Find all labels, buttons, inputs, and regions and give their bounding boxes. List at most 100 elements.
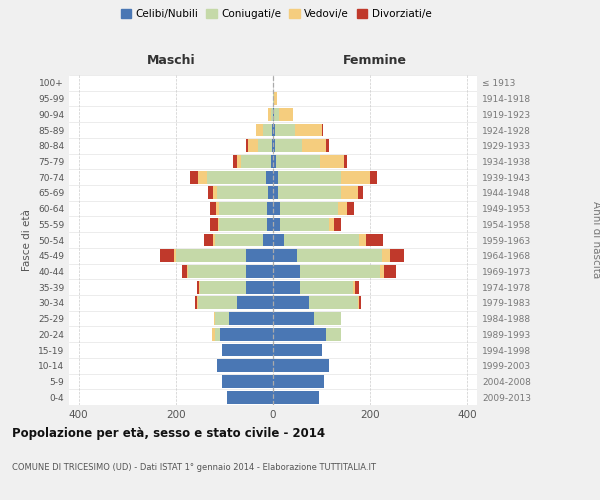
Bar bbox=[359, 234, 366, 246]
Bar bbox=[218, 202, 267, 215]
Bar bbox=[188, 265, 246, 278]
Bar bbox=[263, 234, 273, 246]
Bar bbox=[208, 186, 213, 200]
Bar bbox=[222, 375, 273, 388]
Bar bbox=[215, 312, 229, 325]
Bar bbox=[211, 218, 218, 230]
Bar bbox=[199, 280, 200, 293]
Bar bbox=[300, 280, 353, 293]
Bar bbox=[275, 124, 295, 136]
Bar bbox=[326, 140, 329, 152]
Bar bbox=[274, 108, 279, 120]
Bar bbox=[355, 280, 359, 293]
Bar bbox=[280, 202, 338, 215]
Bar bbox=[198, 296, 236, 310]
Bar bbox=[273, 360, 329, 372]
Bar bbox=[268, 108, 271, 120]
Text: Popolazione per età, sesso e stato civile - 2014: Popolazione per età, sesso e stato civil… bbox=[12, 428, 325, 440]
Bar bbox=[203, 234, 213, 246]
Bar bbox=[273, 234, 284, 246]
Bar bbox=[233, 155, 236, 168]
Bar bbox=[273, 140, 275, 152]
Legend: Celibi/Nubili, Coniugati/e, Vedovi/e, Divorziati/e: Celibi/Nubili, Coniugati/e, Vedovi/e, Di… bbox=[116, 5, 436, 24]
Bar bbox=[273, 328, 326, 340]
Bar bbox=[341, 170, 370, 183]
Bar bbox=[273, 390, 319, 404]
Bar bbox=[266, 218, 273, 230]
Bar bbox=[366, 234, 383, 246]
Bar bbox=[220, 328, 273, 340]
Bar bbox=[273, 155, 277, 168]
Bar bbox=[211, 202, 216, 215]
Bar bbox=[310, 296, 358, 310]
Bar bbox=[273, 312, 314, 325]
Bar bbox=[273, 296, 310, 310]
Bar bbox=[268, 186, 273, 200]
Bar bbox=[353, 280, 355, 293]
Bar bbox=[344, 155, 347, 168]
Text: Femmine: Femmine bbox=[343, 54, 407, 68]
Bar bbox=[217, 360, 273, 372]
Bar bbox=[187, 265, 188, 278]
Bar bbox=[384, 265, 396, 278]
Bar bbox=[215, 234, 263, 246]
Bar bbox=[329, 218, 334, 230]
Bar bbox=[277, 155, 320, 168]
Bar bbox=[295, 124, 322, 136]
Bar bbox=[297, 250, 382, 262]
Bar bbox=[236, 296, 273, 310]
Bar bbox=[338, 202, 347, 215]
Bar bbox=[271, 108, 272, 120]
Y-axis label: Anni di nascita: Anni di nascita bbox=[590, 202, 600, 278]
Bar bbox=[275, 140, 302, 152]
Bar bbox=[272, 140, 273, 152]
Bar bbox=[273, 265, 300, 278]
Bar bbox=[300, 265, 380, 278]
Bar bbox=[272, 124, 273, 136]
Bar bbox=[213, 234, 215, 246]
Bar bbox=[347, 202, 354, 215]
Bar bbox=[236, 155, 241, 168]
Bar bbox=[256, 124, 263, 136]
Bar bbox=[341, 186, 358, 200]
Bar bbox=[246, 280, 273, 293]
Bar bbox=[358, 296, 359, 310]
Bar bbox=[246, 265, 273, 278]
Bar bbox=[216, 202, 218, 215]
Bar bbox=[389, 250, 404, 262]
Bar bbox=[212, 328, 215, 340]
Bar bbox=[222, 344, 273, 356]
Bar bbox=[273, 108, 274, 120]
Bar bbox=[273, 186, 278, 200]
Bar bbox=[280, 218, 329, 230]
Bar bbox=[200, 280, 246, 293]
Bar bbox=[198, 170, 208, 183]
Text: Maschi: Maschi bbox=[146, 54, 196, 68]
Bar bbox=[273, 280, 300, 293]
Bar bbox=[190, 170, 198, 183]
Bar bbox=[274, 92, 277, 105]
Bar bbox=[246, 140, 248, 152]
Bar bbox=[302, 140, 326, 152]
Bar bbox=[208, 170, 266, 183]
Bar bbox=[326, 328, 341, 340]
Bar bbox=[218, 218, 219, 230]
Bar bbox=[213, 186, 217, 200]
Bar bbox=[279, 108, 293, 120]
Bar bbox=[382, 250, 389, 262]
Bar bbox=[380, 265, 384, 278]
Bar bbox=[273, 124, 275, 136]
Bar bbox=[273, 170, 278, 183]
Bar bbox=[284, 234, 359, 246]
Bar bbox=[273, 375, 324, 388]
Bar bbox=[278, 170, 341, 183]
Bar bbox=[258, 140, 272, 152]
Bar bbox=[359, 296, 361, 310]
Bar bbox=[182, 265, 187, 278]
Bar bbox=[175, 250, 176, 262]
Bar bbox=[370, 170, 377, 183]
Bar bbox=[273, 344, 322, 356]
Bar bbox=[322, 124, 323, 136]
Bar bbox=[320, 155, 344, 168]
Y-axis label: Fasce di età: Fasce di età bbox=[22, 209, 32, 271]
